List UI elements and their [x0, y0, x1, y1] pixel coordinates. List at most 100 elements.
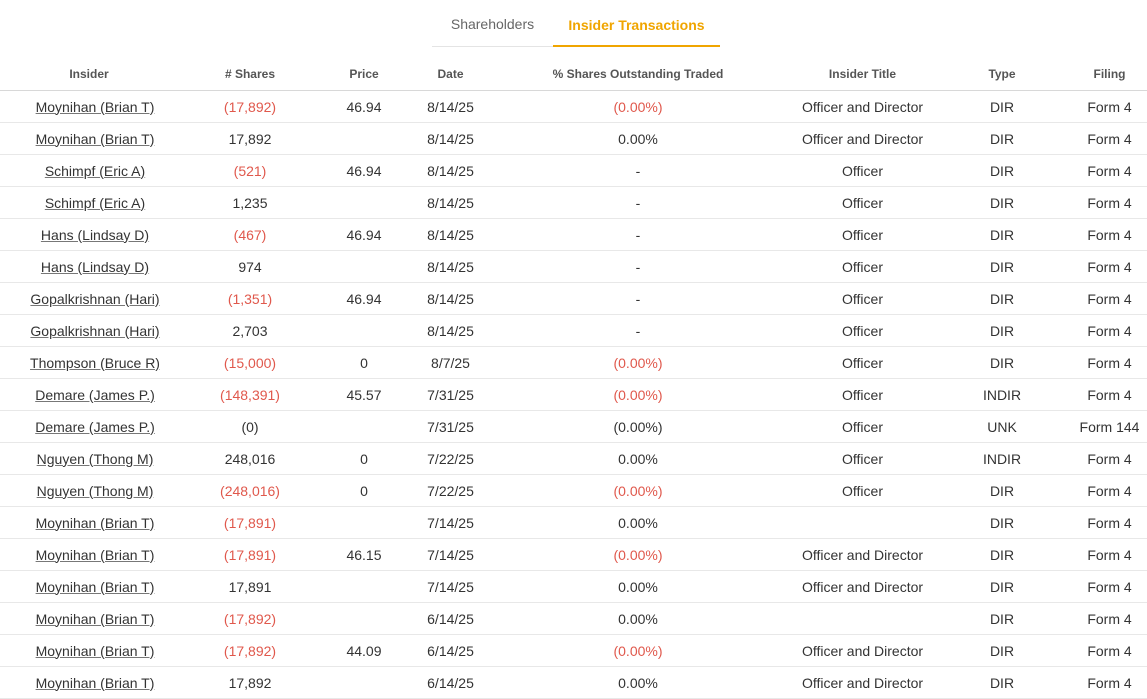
tab-insider-transactions[interactable]: Insider Transactions	[553, 0, 720, 47]
type-cell: DIR	[932, 154, 1072, 187]
column-header-shares[interactable]: # Shares	[190, 58, 310, 91]
filing-cell: Form 4	[1072, 250, 1147, 283]
type-cell: DIR	[932, 218, 1072, 251]
insider-link[interactable]: Demare (James P.)	[35, 418, 155, 435]
price-cell: 0	[310, 474, 418, 507]
insider-title-value: Officer	[842, 418, 883, 435]
insider-link[interactable]: Thompson (Bruce R)	[30, 354, 160, 371]
insider-title-cell: Officer	[793, 186, 932, 219]
insider-link[interactable]: Hans (Lindsay D)	[40, 226, 150, 243]
insider-title-value: Officer	[842, 290, 883, 307]
insider-link[interactable]: Moynihan (Brian T)	[35, 610, 155, 627]
filing-value: Form 4	[1087, 322, 1132, 339]
filing-cell: Form 4	[1072, 346, 1147, 379]
insider-name-cell: Hans (Lindsay D)	[0, 250, 190, 283]
table-row: Thompson (Bruce R) (15,000) 0 8/7/25 (0.00%)…	[0, 346, 1147, 379]
insider-link[interactable]: Schimpf (Eric A)	[44, 194, 146, 211]
price-cell: 46.94	[310, 90, 418, 123]
date-cell: 7/31/25	[418, 410, 483, 443]
insider-link[interactable]: Hans (Lindsay D)	[40, 258, 150, 275]
pct-traded-value: 0.00%	[618, 610, 658, 627]
filing-value: Form 4	[1087, 610, 1132, 627]
insider-link[interactable]: Moynihan (Brian T)	[35, 642, 155, 659]
pct-traded-cell: -	[483, 154, 793, 187]
insider-link[interactable]: Moynihan (Brian T)	[35, 546, 155, 563]
insider-link[interactable]: Schimpf (Eric A)	[44, 162, 146, 179]
type-value: DIR	[989, 674, 1015, 691]
column-header-insider[interactable]: Insider	[0, 58, 190, 91]
insider-link[interactable]: Nguyen (Thong M)	[36, 482, 154, 499]
shares-cell: (248,016)	[190, 474, 310, 507]
insider-title-cell: Officer and Director	[793, 90, 932, 123]
date-cell: 8/14/25	[418, 250, 483, 283]
price-cell	[310, 506, 418, 539]
price-cell	[310, 570, 418, 603]
column-header-type[interactable]: Type	[932, 58, 1072, 91]
filing-cell: Form 4	[1072, 634, 1147, 667]
insider-title-cell: Officer and Director	[793, 634, 932, 667]
shares-cell: (17,892)	[190, 90, 310, 123]
filing-cell: Form 4	[1072, 218, 1147, 251]
insider-link[interactable]: Moynihan (Brian T)	[35, 674, 155, 691]
date-cell: 8/14/25	[418, 90, 483, 123]
column-header-filing[interactable]: Filing	[1072, 58, 1147, 91]
insider-link[interactable]: Moynihan (Brian T)	[35, 514, 155, 531]
insider-link[interactable]: Demare (James P.)	[35, 386, 155, 403]
filing-cell: Form 4	[1072, 474, 1147, 507]
insider-name-cell: Demare (James P.)	[0, 410, 190, 443]
pct-traded-cell: -	[483, 218, 793, 251]
insider-name-cell: Moynihan (Brian T)	[0, 634, 190, 667]
insider-title-cell: Officer	[793, 442, 932, 475]
table-row: Moynihan (Brian T) (17,891) 7/14/25 0.00% DI…	[0, 506, 1147, 539]
pct-traded-cell: 0.00%	[483, 506, 793, 539]
filing-cell: Form 4	[1072, 506, 1147, 539]
insider-title-cell: Officer	[793, 218, 932, 251]
pct-traded-cell: -	[483, 250, 793, 283]
date-value: 6/14/25	[427, 674, 474, 691]
price-value: 0	[360, 450, 368, 467]
shares-cell: 248,016	[190, 442, 310, 475]
insider-name-cell: Demare (James P.)	[0, 378, 190, 411]
insider-title-value: Officer	[842, 354, 883, 371]
insider-link[interactable]: Moynihan (Brian T)	[35, 130, 155, 147]
insider-link[interactable]: Gopalkrishnan (Hari)	[30, 290, 160, 307]
insider-link[interactable]: Nguyen (Thong M)	[36, 450, 154, 467]
price-value: 46.94	[346, 98, 382, 115]
column-header-price[interactable]: Price	[310, 58, 418, 91]
insider-link[interactable]: Gopalkrishnan (Hari)	[30, 322, 160, 339]
column-header-pct-traded[interactable]: % Shares Outstanding Traded	[483, 58, 793, 91]
filing-cell: Form 4	[1072, 442, 1147, 475]
pct-traded-cell: (0.00%)	[483, 90, 793, 123]
insider-name-cell: Gopalkrishnan (Hari)	[0, 314, 190, 347]
price-cell	[310, 666, 418, 699]
column-header-insider-title[interactable]: Insider Title	[793, 58, 932, 91]
shares-cell: (148,391)	[190, 378, 310, 411]
pct-traded-cell: (0.00%)	[483, 474, 793, 507]
insider-title-cell: Officer	[793, 474, 932, 507]
column-header-date[interactable]: Date	[418, 58, 483, 91]
shares-cell: (521)	[190, 154, 310, 187]
date-value: 7/31/25	[427, 386, 474, 403]
type-cell: DIR	[932, 506, 1072, 539]
insider-name-cell: Schimpf (Eric A)	[0, 154, 190, 187]
date-value: 8/14/25	[427, 226, 474, 243]
date-cell: 7/22/25	[418, 442, 483, 475]
insider-title-value: Officer and Director	[801, 642, 924, 659]
type-value: UNK	[987, 418, 1017, 435]
insider-link[interactable]: Moynihan (Brian T)	[35, 578, 155, 595]
table-row: Gopalkrishnan (Hari) 2,703 8/14/25 - Officer…	[0, 314, 1147, 347]
tab-shareholders[interactable]: Shareholders	[450, 16, 535, 32]
shares-cell: (17,891)	[190, 506, 310, 539]
shares-value: (17,892)	[223, 98, 277, 115]
pct-traded-value: -	[635, 322, 641, 339]
insider-title-value: Officer and Director	[801, 674, 924, 691]
filing-value: Form 4	[1087, 194, 1132, 211]
insider-title-cell: Officer	[793, 282, 932, 315]
filing-cell: Form 4	[1072, 602, 1147, 635]
table-row: Moynihan (Brian T) (17,892) 6/14/25 0.00% DI…	[0, 602, 1147, 635]
insider-link[interactable]: Moynihan (Brian T)	[35, 98, 155, 115]
table-row: Nguyen (Thong M) 248,016 0 7/22/25 0.00% Offi…	[0, 442, 1147, 475]
date-cell: 8/14/25	[418, 314, 483, 347]
table-row: Moynihan (Brian T) 17,892 8/14/25 0.00% Offi…	[0, 122, 1147, 155]
pct-traded-cell: -	[483, 314, 793, 347]
